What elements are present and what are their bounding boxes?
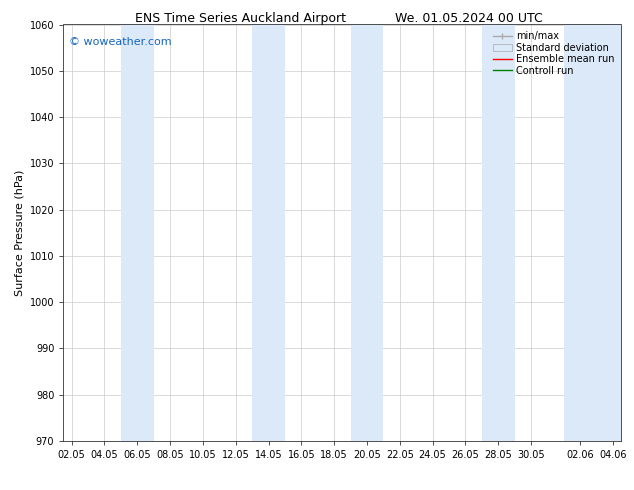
Bar [121, 24, 153, 441]
Bar [351, 24, 384, 441]
Bar [252, 24, 285, 441]
Text: We. 01.05.2024 00 UTC: We. 01.05.2024 00 UTC [395, 12, 543, 25]
Text: ENS Time Series Auckland Airport: ENS Time Series Auckland Airport [136, 12, 346, 25]
Bar [564, 24, 630, 441]
Bar [482, 24, 515, 441]
Y-axis label: Surface Pressure (hPa): Surface Pressure (hPa) [14, 170, 24, 296]
Text: © woweather.com: © woweather.com [69, 37, 172, 47]
Legend: min/max, Standard deviation, Ensemble mean run, Controll run: min/max, Standard deviation, Ensemble me… [491, 29, 616, 77]
